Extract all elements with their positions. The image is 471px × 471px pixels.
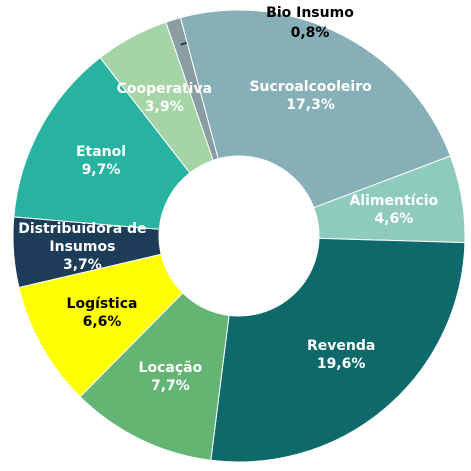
slice-label: Revenda xyxy=(306,338,376,355)
slice-label: Alimentício xyxy=(349,193,439,210)
slice xyxy=(13,56,191,230)
slice xyxy=(99,21,214,174)
slice-label: Sucroalcooleiro xyxy=(249,79,372,96)
slice-value: 4,6% xyxy=(374,211,414,228)
slice-value: 0,8% xyxy=(290,25,330,41)
slice-value: 7,7% xyxy=(150,378,190,395)
slice xyxy=(210,237,466,463)
slice-label: Bio Insumo xyxy=(266,5,354,21)
slice-label: Cooperativa xyxy=(116,80,213,97)
slice-value: 6,6% xyxy=(82,313,122,330)
slice-value: 17,3% xyxy=(286,97,335,114)
slice-value: 3,9% xyxy=(144,98,184,115)
slice-label: Distribuidora de Insumos xyxy=(18,221,147,256)
slice-label: Etanol xyxy=(75,144,127,161)
slice xyxy=(179,9,452,209)
slice-label: Locação xyxy=(138,360,203,377)
slice-value: 9,7% xyxy=(81,162,121,179)
slice-label: Logística xyxy=(66,295,138,312)
slice-value: 19,6% xyxy=(316,356,366,373)
slice-value: 3,7% xyxy=(62,257,102,274)
